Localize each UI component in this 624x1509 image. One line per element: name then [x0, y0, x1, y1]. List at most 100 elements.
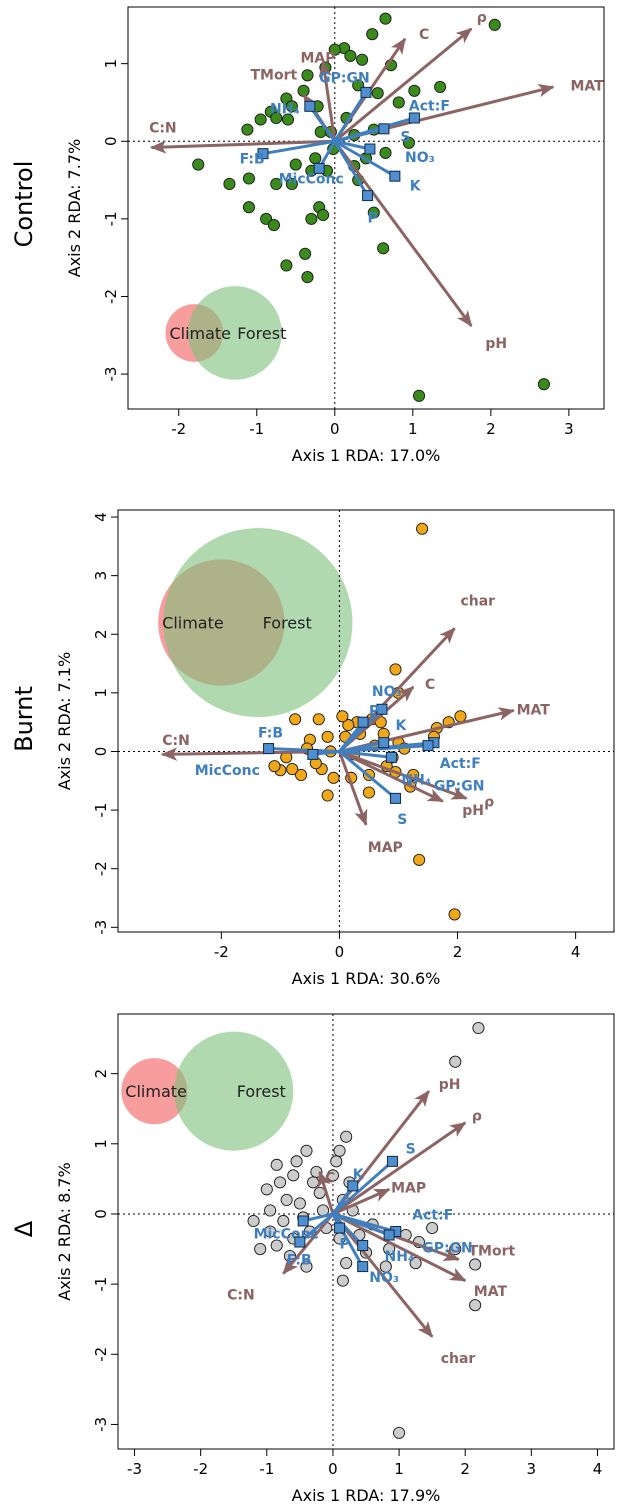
variable-arrow: [333, 140, 369, 197]
y-axis: -3 -2 -1 0 1 2 Axis 2 RDA: 8.7%: [55, 1069, 118, 1432]
plot-frame: [117, 509, 615, 933]
env-arrow: [317, 1170, 335, 1215]
env-arrow-label: char: [441, 1351, 476, 1367]
variable-arrow-label: GP:GN: [434, 778, 485, 794]
env-arrow: [332, 1212, 467, 1282]
variable-arrow: [262, 139, 336, 156]
sample-point: [273, 1176, 287, 1189]
variable-arrow: [339, 744, 429, 753]
env-arrow: [332, 1121, 467, 1216]
x-axis: -2 0 2 4 Axis 1 RDA: 30.6%: [214, 932, 580, 988]
venn-climate-circle: [121, 1058, 188, 1125]
variable-arrow-tip: [294, 1236, 306, 1248]
env-arrow-label: C: [425, 677, 435, 693]
sample-point: [371, 87, 384, 100]
sample-point: [289, 713, 302, 726]
plot-frame: [117, 1013, 615, 1450]
env-arrow-label: MAT: [570, 78, 604, 94]
variable-arrow-label: Act:F: [440, 756, 481, 772]
variable-arrows: K S Act:F GP:GN NH₄ NO₃ P MicConc F:B: [254, 1142, 473, 1286]
env-arrow-label: C: [325, 1170, 335, 1186]
variable-arrow-label: F:B: [258, 726, 283, 742]
sample-point: [299, 247, 312, 260]
x-tick-label: -2: [193, 1460, 208, 1478]
venn-diagram: Climate Forest: [165, 286, 286, 380]
sample-point: [413, 853, 426, 866]
y-axis-title: Axis 2 RDA: 8.7%: [55, 1162, 74, 1301]
sample-point: [469, 1299, 482, 1312]
venn-forest-circle: [163, 528, 353, 718]
sample-point: [416, 522, 429, 535]
panel-row-label: Burnt: [10, 686, 38, 752]
sample-point: [336, 710, 349, 723]
variable-arrow: [332, 1212, 390, 1237]
x-tick-label: -3: [127, 1460, 142, 1478]
venn-climate-label: Climate: [162, 614, 224, 633]
variable-arrow-tip: [378, 737, 390, 749]
env-arrow-label: char: [460, 593, 495, 609]
sample-point: [309, 152, 322, 165]
sample-point: [300, 1260, 313, 1273]
sample-point: [290, 1155, 303, 1168]
variable-arrow-label: GP:GN: [422, 1241, 473, 1257]
env-arrow-label: ρ: [477, 10, 487, 26]
sample-point: [537, 378, 550, 391]
env-arrow-label: MAP: [300, 50, 335, 66]
variable-arrow-label: Act:F: [409, 99, 450, 115]
variable-arrow-label: P: [369, 703, 379, 719]
variable-arrows: GP:GN NH₄ Act:F S NO₃ K P MicConc F:B: [240, 71, 450, 227]
sample-point: [270, 177, 283, 190]
variable-arrow-tip: [364, 143, 376, 155]
variable-arrow-label: P: [340, 1236, 350, 1252]
env-arrow-label: ρ: [484, 794, 494, 810]
panel-1: Climate Forest C:N MAT ρ char CpH MAP NO₃ P K Act:F…: [10, 509, 615, 988]
y-tick-label: 0: [92, 747, 110, 757]
variable-arrow: [333, 91, 368, 143]
x-tick-label: 0: [328, 1460, 338, 1478]
y-tick-label: -1: [92, 1277, 110, 1292]
x-tick-label: -2: [171, 420, 186, 438]
variable-arrow: [298, 1212, 334, 1244]
y-tick-label: -3: [92, 920, 110, 935]
sample-point: [448, 908, 461, 921]
env-arrow-label: ρ: [472, 1109, 482, 1125]
variable-arrow-label: K: [353, 1167, 365, 1183]
variable-arrow: [339, 749, 392, 759]
sample-point: [389, 663, 402, 676]
y-tick-label: 1: [92, 1139, 110, 1149]
venn-climate-label: Climate: [169, 324, 231, 343]
x-axis-title: Axis 1 RDA: 30.6%: [292, 969, 441, 988]
y-tick-label: 0: [102, 136, 120, 146]
variable-arrow-label: K: [410, 178, 422, 194]
x-tick-label: 2: [486, 420, 496, 438]
y-tick-label: -2: [92, 1347, 110, 1362]
sample-point: [379, 1260, 392, 1273]
venn-forest-circle: [174, 1031, 294, 1151]
variable-arrow: [338, 708, 383, 753]
variable-arrow-tip: [383, 1229, 395, 1241]
env-arrow-label: MAT: [474, 1284, 508, 1300]
sample-point: [285, 100, 298, 113]
sample-point: [342, 719, 355, 732]
y-tick-label: -3: [102, 367, 120, 382]
variable-arrow-label: S: [397, 812, 407, 828]
sample-point: [301, 69, 314, 82]
variable-arrow-tip: [334, 1222, 346, 1234]
env-arrow-label: pH: [485, 336, 507, 352]
sample-point: [379, 146, 392, 159]
sample-point: [362, 786, 376, 799]
y-tick-label: 1: [102, 59, 120, 69]
variable-arrow-tip: [378, 123, 390, 135]
variable-arrow-label: P: [368, 210, 378, 226]
x-tick-label: 0: [335, 943, 345, 961]
sample-point: [281, 113, 295, 126]
env-arrow-label: MAP: [368, 840, 403, 856]
env-arrow: [333, 140, 473, 328]
variable-arrow-tip: [390, 792, 402, 804]
sample-point: [294, 768, 308, 781]
env-arrow: [318, 60, 337, 142]
sample-point: [454, 710, 467, 723]
variable-arrow-tip: [360, 86, 372, 98]
